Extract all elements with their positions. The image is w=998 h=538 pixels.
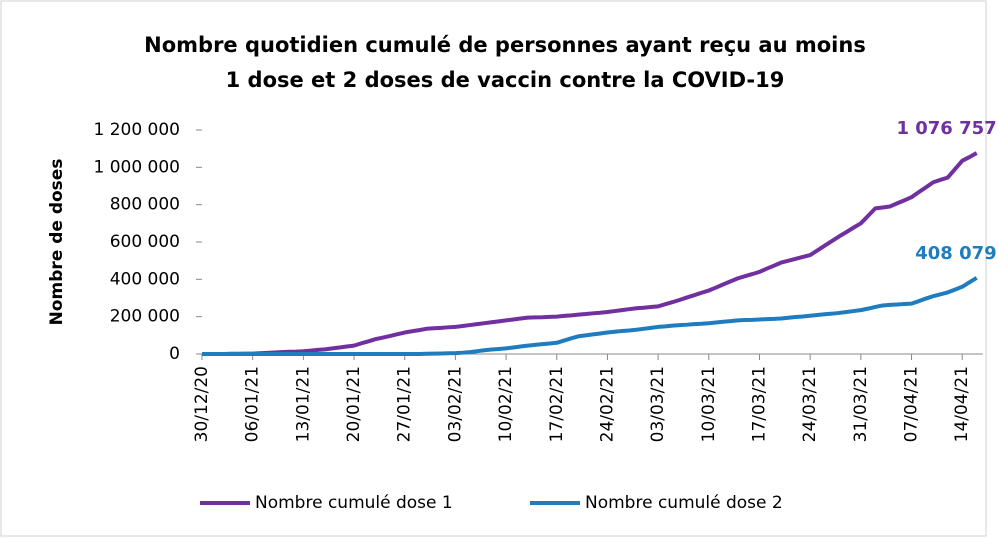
- x-tick-label: 30/12/20: [192, 366, 212, 442]
- x-tick-label: 17/02/21: [547, 366, 567, 442]
- y-tick-label: 200 000: [110, 307, 180, 327]
- data-label: 1 076 757: [896, 118, 996, 139]
- x-tick-label: 27/01/21: [395, 366, 415, 442]
- x-tick-label: 31/03/21: [851, 366, 871, 442]
- chart-title: Nombre quotidien cumulé de personnes aya…: [144, 33, 866, 57]
- x-tick-label: 10/02/21: [496, 366, 516, 442]
- x-tick-label: 24/03/21: [800, 366, 820, 442]
- y-tick-label: 1 000 000: [93, 157, 180, 177]
- x-tick-label: 14/04/21: [952, 366, 972, 442]
- y-tick-label: 600 000: [110, 232, 180, 252]
- x-tick-label: 10/03/21: [699, 366, 719, 442]
- y-tick-label: 800 000: [110, 195, 180, 215]
- x-tick-label: 06/01/21: [243, 366, 263, 442]
- y-axis-label: Nombre de doses: [47, 159, 67, 326]
- chart-title: 1 dose et 2 doses de vaccin contre la CO…: [226, 68, 785, 92]
- x-tick-label: 07/04/21: [902, 366, 922, 442]
- y-tick-label: 1 200 000: [93, 120, 180, 140]
- y-tick-label: 400 000: [110, 269, 180, 289]
- y-tick-label: 0: [169, 344, 180, 364]
- series-line: [202, 276, 978, 356]
- x-tick-label: 24/02/21: [597, 366, 617, 442]
- x-tick-label: 03/03/21: [648, 366, 668, 442]
- legend-label: Nombre cumulé dose 2: [585, 493, 783, 513]
- x-tick-label: 17/03/21: [749, 366, 769, 442]
- series-line: [202, 151, 978, 356]
- x-tick-label: 13/01/21: [293, 366, 313, 442]
- x-tick-label: 03/02/21: [445, 366, 465, 442]
- legend-label: Nombre cumulé dose 1: [255, 493, 453, 513]
- data-label: 408 079: [915, 243, 996, 264]
- x-tick-label: 20/01/21: [344, 366, 364, 442]
